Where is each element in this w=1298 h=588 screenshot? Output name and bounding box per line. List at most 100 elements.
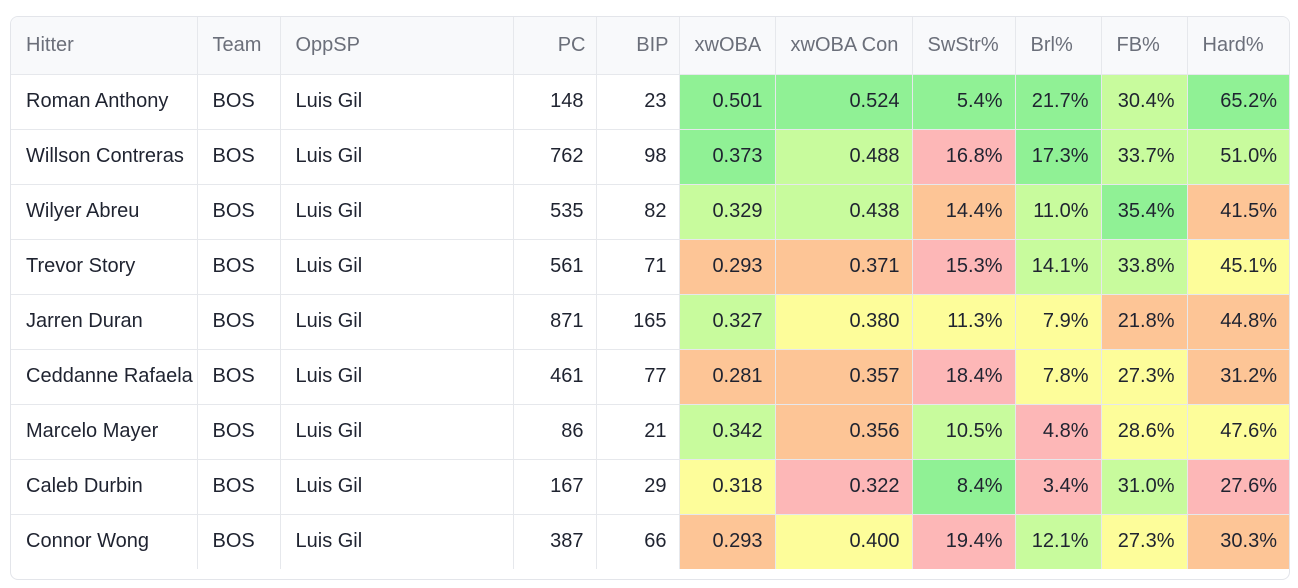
cell-xwoba: 0.281 [679,349,776,405]
table-row: Ceddanne Rafaela BOS Luis Gil 461 77 0.281 0.3… [11,349,1289,405]
column-header-hitter[interactable]: Hitter [11,17,198,75]
cell-pc: 871 [513,294,597,350]
cell-hard: 27.6% [1187,459,1289,515]
table-row: Wilyer Abreu BOS Luis Gil 535 82 0.329 0.438 14… [11,184,1289,240]
cell-oppsp: Luis Gil [280,514,514,569]
column-header-xwoba[interactable]: xwOBA [679,17,776,75]
table-row: Willson Contreras BOS Luis Gil 762 98 0.373 0.… [11,129,1289,185]
cell-team: BOS [197,514,281,569]
column-header-pc[interactable]: PC [513,17,597,75]
cell-xwoba: 0.329 [679,184,776,240]
column-header-fb[interactable]: FB% [1101,17,1188,75]
cell-xwoba: 0.342 [679,404,776,460]
cell-fb: 30.4% [1101,74,1188,130]
cell-xwoba-con: 0.524 [775,74,913,130]
cell-xwoba-con: 0.356 [775,404,913,460]
cell-oppsp: Luis Gil [280,74,514,130]
table-row: Roman Anthony BOS Luis Gil 148 23 0.501 0.524 5… [11,74,1289,130]
cell-brl: 17.3% [1015,129,1102,185]
cell-brl: 7.9% [1015,294,1102,350]
cell-hitter: Connor Wong [11,514,198,569]
cell-swstr: 16.8% [912,129,1016,185]
cell-fb: 33.8% [1101,239,1188,295]
cell-swstr: 14.4% [912,184,1016,240]
cell-oppsp: Luis Gil [280,239,514,295]
cell-bip: 82 [596,184,680,240]
cell-fb: 31.0% [1101,459,1188,515]
cell-fb: 35.4% [1101,184,1188,240]
cell-pc: 535 [513,184,597,240]
cell-pc: 167 [513,459,597,515]
cell-fb: 27.3% [1101,349,1188,405]
cell-swstr: 15.3% [912,239,1016,295]
cell-bip: 71 [596,239,680,295]
cell-pc: 387 [513,514,597,569]
cell-team: BOS [197,294,281,350]
cell-bip: 165 [596,294,680,350]
cell-hard: 45.1% [1187,239,1289,295]
cell-xwoba: 0.293 [679,514,776,569]
cell-brl: 7.8% [1015,349,1102,405]
cell-swstr: 18.4% [912,349,1016,405]
cell-team: BOS [197,184,281,240]
column-header-oppsp[interactable]: OppSP [280,17,514,75]
cell-fb: 28.6% [1101,404,1188,460]
cell-hard: 44.8% [1187,294,1289,350]
cell-oppsp: Luis Gil [280,129,514,185]
cell-xwoba-con: 0.400 [775,514,913,569]
cell-fb: 33.7% [1101,129,1188,185]
cell-brl: 4.8% [1015,404,1102,460]
cell-hitter: Ceddanne Rafaela [11,349,198,405]
cell-fb: 27.3% [1101,514,1188,569]
cell-bip: 29 [596,459,680,515]
cell-xwoba-con: 0.357 [775,349,913,405]
cell-swstr: 19.4% [912,514,1016,569]
cell-pc: 461 [513,349,597,405]
cell-bip: 77 [596,349,680,405]
cell-brl: 12.1% [1015,514,1102,569]
cell-xwoba: 0.327 [679,294,776,350]
cell-xwoba: 0.373 [679,129,776,185]
cell-xwoba-con: 0.371 [775,239,913,295]
cell-hard: 51.0% [1187,129,1289,185]
cell-pc: 148 [513,74,597,130]
cell-hitter: Jarren Duran [11,294,198,350]
header-row: Hitter Team OppSP PC BIP xwOBA xwOBA Con… [11,17,1289,75]
cell-fb: 21.8% [1101,294,1188,350]
cell-team: BOS [197,404,281,460]
column-header-brl[interactable]: Brl% [1015,17,1102,75]
cell-brl: 21.7% [1015,74,1102,130]
cell-brl: 11.0% [1015,184,1102,240]
cell-pc: 86 [513,404,597,460]
cell-swstr: 11.3% [912,294,1016,350]
cell-hard: 47.6% [1187,404,1289,460]
cell-hard: 30.3% [1187,514,1289,569]
cell-hard: 31.2% [1187,349,1289,405]
column-header-swstr[interactable]: SwStr% [912,17,1016,75]
cell-hitter: Trevor Story [11,239,198,295]
cell-swstr: 8.4% [912,459,1016,515]
cell-oppsp: Luis Gil [280,404,514,460]
column-header-xwoba-con[interactable]: xwOBA Con [775,17,913,75]
column-header-hard[interactable]: Hard% [1187,17,1289,75]
cell-xwoba: 0.501 [679,74,776,130]
stats-table-container: Hitter Team OppSP PC BIP xwOBA xwOBA Con… [10,16,1290,580]
cell-oppsp: Luis Gil [280,459,514,515]
cell-bip: 98 [596,129,680,185]
cell-brl: 14.1% [1015,239,1102,295]
column-header-bip[interactable]: BIP [596,17,680,75]
cell-swstr: 10.5% [912,404,1016,460]
cell-pc: 561 [513,239,597,295]
cell-xwoba-con: 0.488 [775,129,913,185]
table-row: Jarren Duran BOS Luis Gil 871 165 0.327 0.380 1… [11,294,1289,350]
table-row: Marcelo Mayer BOS Luis Gil 86 21 0.342 0.356 10… [11,404,1289,460]
cell-brl: 3.4% [1015,459,1102,515]
cell-xwoba-con: 0.438 [775,184,913,240]
cell-oppsp: Luis Gil [280,349,514,405]
cell-bip: 23 [596,74,680,130]
cell-xwoba: 0.293 [679,239,776,295]
column-header-team[interactable]: Team [197,17,281,75]
table-row: Trevor Story BOS Luis Gil 561 71 0.293 0.371 15… [11,239,1289,295]
hitter-stats-table: Hitter Team OppSP PC BIP xwOBA xwOBA Con… [11,17,1289,569]
cell-team: BOS [197,459,281,515]
